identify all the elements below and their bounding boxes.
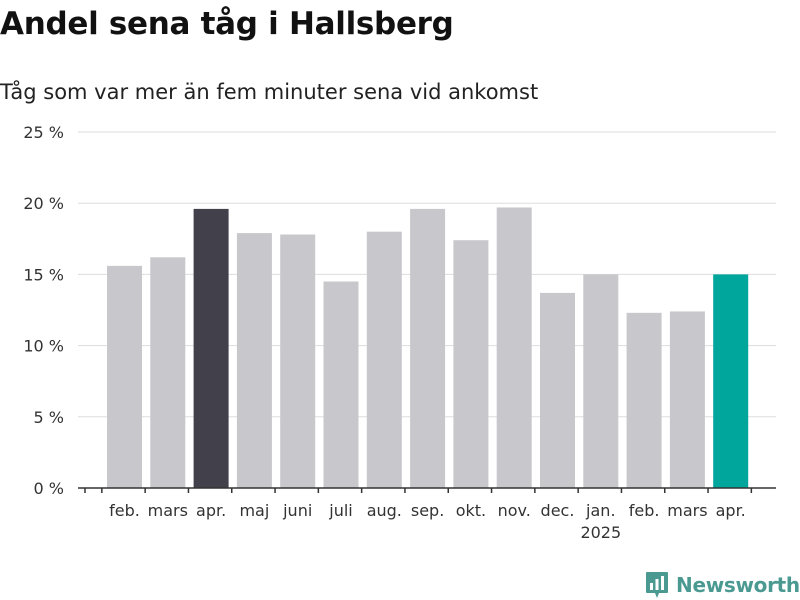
bar-9	[453, 240, 489, 488]
x-tick-label: jan.	[585, 501, 615, 520]
y-tick-label: 15 %	[23, 265, 64, 284]
newsworthy-logo: Newsworthy	[645, 570, 800, 600]
x-tick-label: apr.	[196, 501, 226, 520]
x-tick-label: sep.	[411, 501, 444, 520]
y-tick-label: 25 %	[23, 123, 64, 142]
x-tick-label: juli	[328, 501, 352, 520]
x-tick-label: aug.	[367, 501, 402, 520]
bar-5	[280, 234, 316, 488]
x-tick-label: okt.	[456, 501, 486, 520]
x-tick-label: dec.	[541, 501, 575, 520]
bar-8	[410, 208, 446, 488]
newsworthy-icon	[646, 572, 668, 598]
y-tick-label: 10 %	[23, 337, 64, 356]
x-tick-label: juni	[282, 501, 312, 520]
x-tick-label: feb.	[629, 501, 660, 520]
bars	[107, 207, 749, 489]
x-tick-label: mars	[148, 501, 188, 520]
bar-7	[366, 231, 402, 488]
bar-3	[193, 208, 229, 488]
x-tick-label: apr.	[716, 501, 746, 520]
bar-12	[583, 274, 619, 488]
year-label: 2025	[580, 523, 621, 542]
bar-10	[496, 207, 532, 489]
x-tick-label: feb.	[109, 501, 140, 520]
x-tick-label: mars	[667, 501, 707, 520]
bar-15	[713, 274, 749, 488]
bar-6	[323, 281, 359, 488]
axis-labels: 0 % 5 % 10 % 15 % 20 % 25 % feb. mars apr. maj jun…	[23, 123, 745, 542]
bar-2	[150, 257, 186, 488]
x-axis	[78, 487, 776, 493]
x-tick-label: maj	[239, 501, 269, 520]
chart-title: Andel sena tåg i Hallsberg	[0, 6, 454, 42]
bar-11	[540, 292, 575, 488]
chart-subtitle: Tåg som var mer än fem minuter sena vid …	[0, 80, 539, 104]
y-tick-label: 0 %	[34, 479, 64, 498]
bar-13	[626, 312, 662, 488]
y-tick-label: 20 %	[23, 194, 64, 213]
bar-4	[236, 233, 272, 488]
x-tick-label: nov.	[498, 501, 531, 520]
brand-name: Newsworthy	[676, 573, 800, 597]
bar-1	[107, 265, 142, 488]
y-tick-label: 5 %	[34, 408, 64, 427]
bar-14	[669, 311, 705, 488]
